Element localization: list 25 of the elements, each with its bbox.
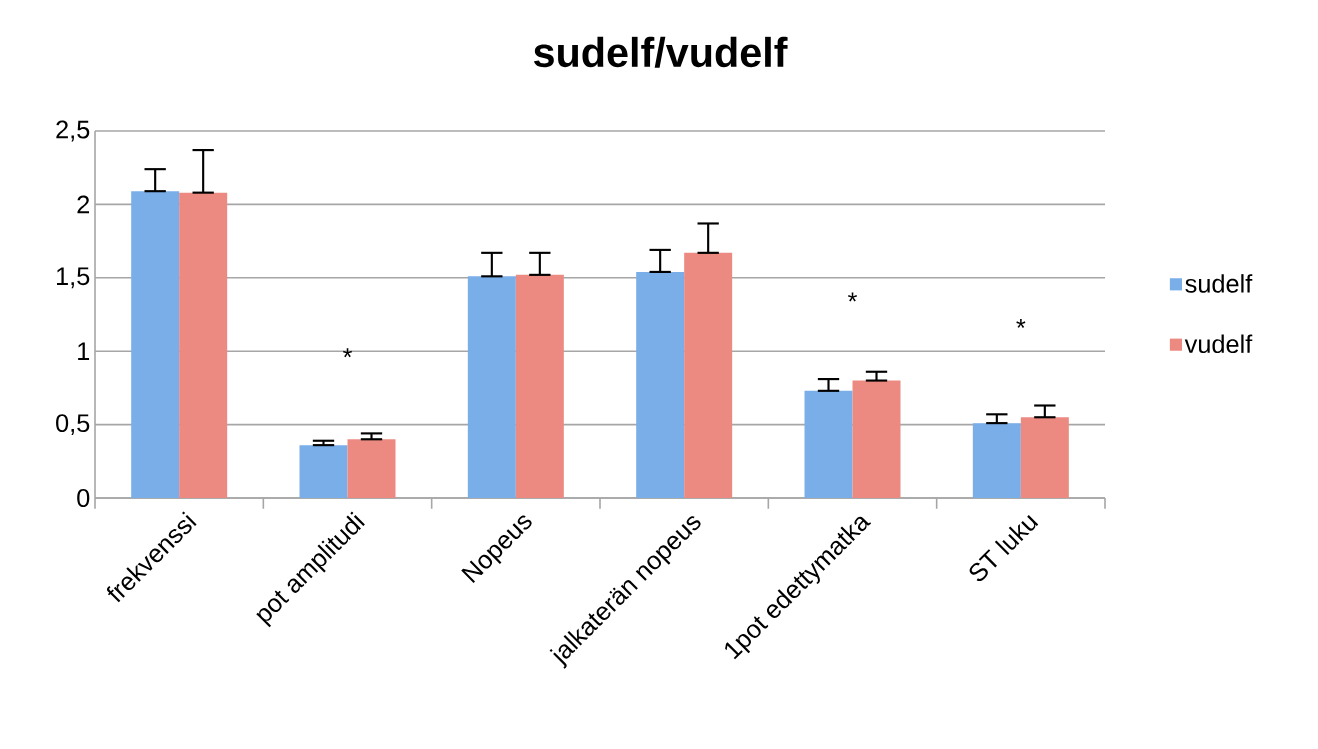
bar [347, 439, 396, 498]
y-tick-label: 0 [77, 489, 90, 507]
bar [131, 191, 180, 498]
annotation: * [847, 292, 858, 302]
annotation: * [342, 348, 353, 358]
bar [972, 423, 1021, 498]
y-tick-label: 0,5 [56, 414, 90, 436]
bar [636, 271, 685, 498]
y-tick-label: 2 [77, 195, 90, 214]
bar [852, 380, 901, 498]
annotation: * [1016, 319, 1026, 328]
y-tick-label: 1,5 [57, 267, 90, 289]
legend-label: vudelf [1184, 334, 1253, 354]
bar [515, 274, 564, 498]
bar [179, 192, 228, 498]
bar [804, 390, 853, 498]
bar [299, 445, 348, 498]
bar [467, 276, 516, 498]
y-tick-label: 1 [78, 342, 90, 360]
legend-label: sudelf [1185, 274, 1253, 293]
bar [684, 252, 733, 498]
y-tick-label: 2,5 [56, 120, 90, 142]
bar [1020, 417, 1069, 498]
chart-title: sudelf/vudelf [534, 36, 788, 68]
x-tick-label: ST luku [969, 515, 1039, 582]
